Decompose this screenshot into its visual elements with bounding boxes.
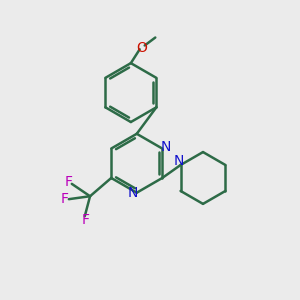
Text: N: N xyxy=(174,154,184,169)
Text: F: F xyxy=(65,175,73,188)
Text: F: F xyxy=(61,192,69,206)
Text: O: O xyxy=(136,41,148,55)
Text: N: N xyxy=(161,140,171,154)
Text: N: N xyxy=(128,186,138,200)
Text: F: F xyxy=(81,213,89,227)
